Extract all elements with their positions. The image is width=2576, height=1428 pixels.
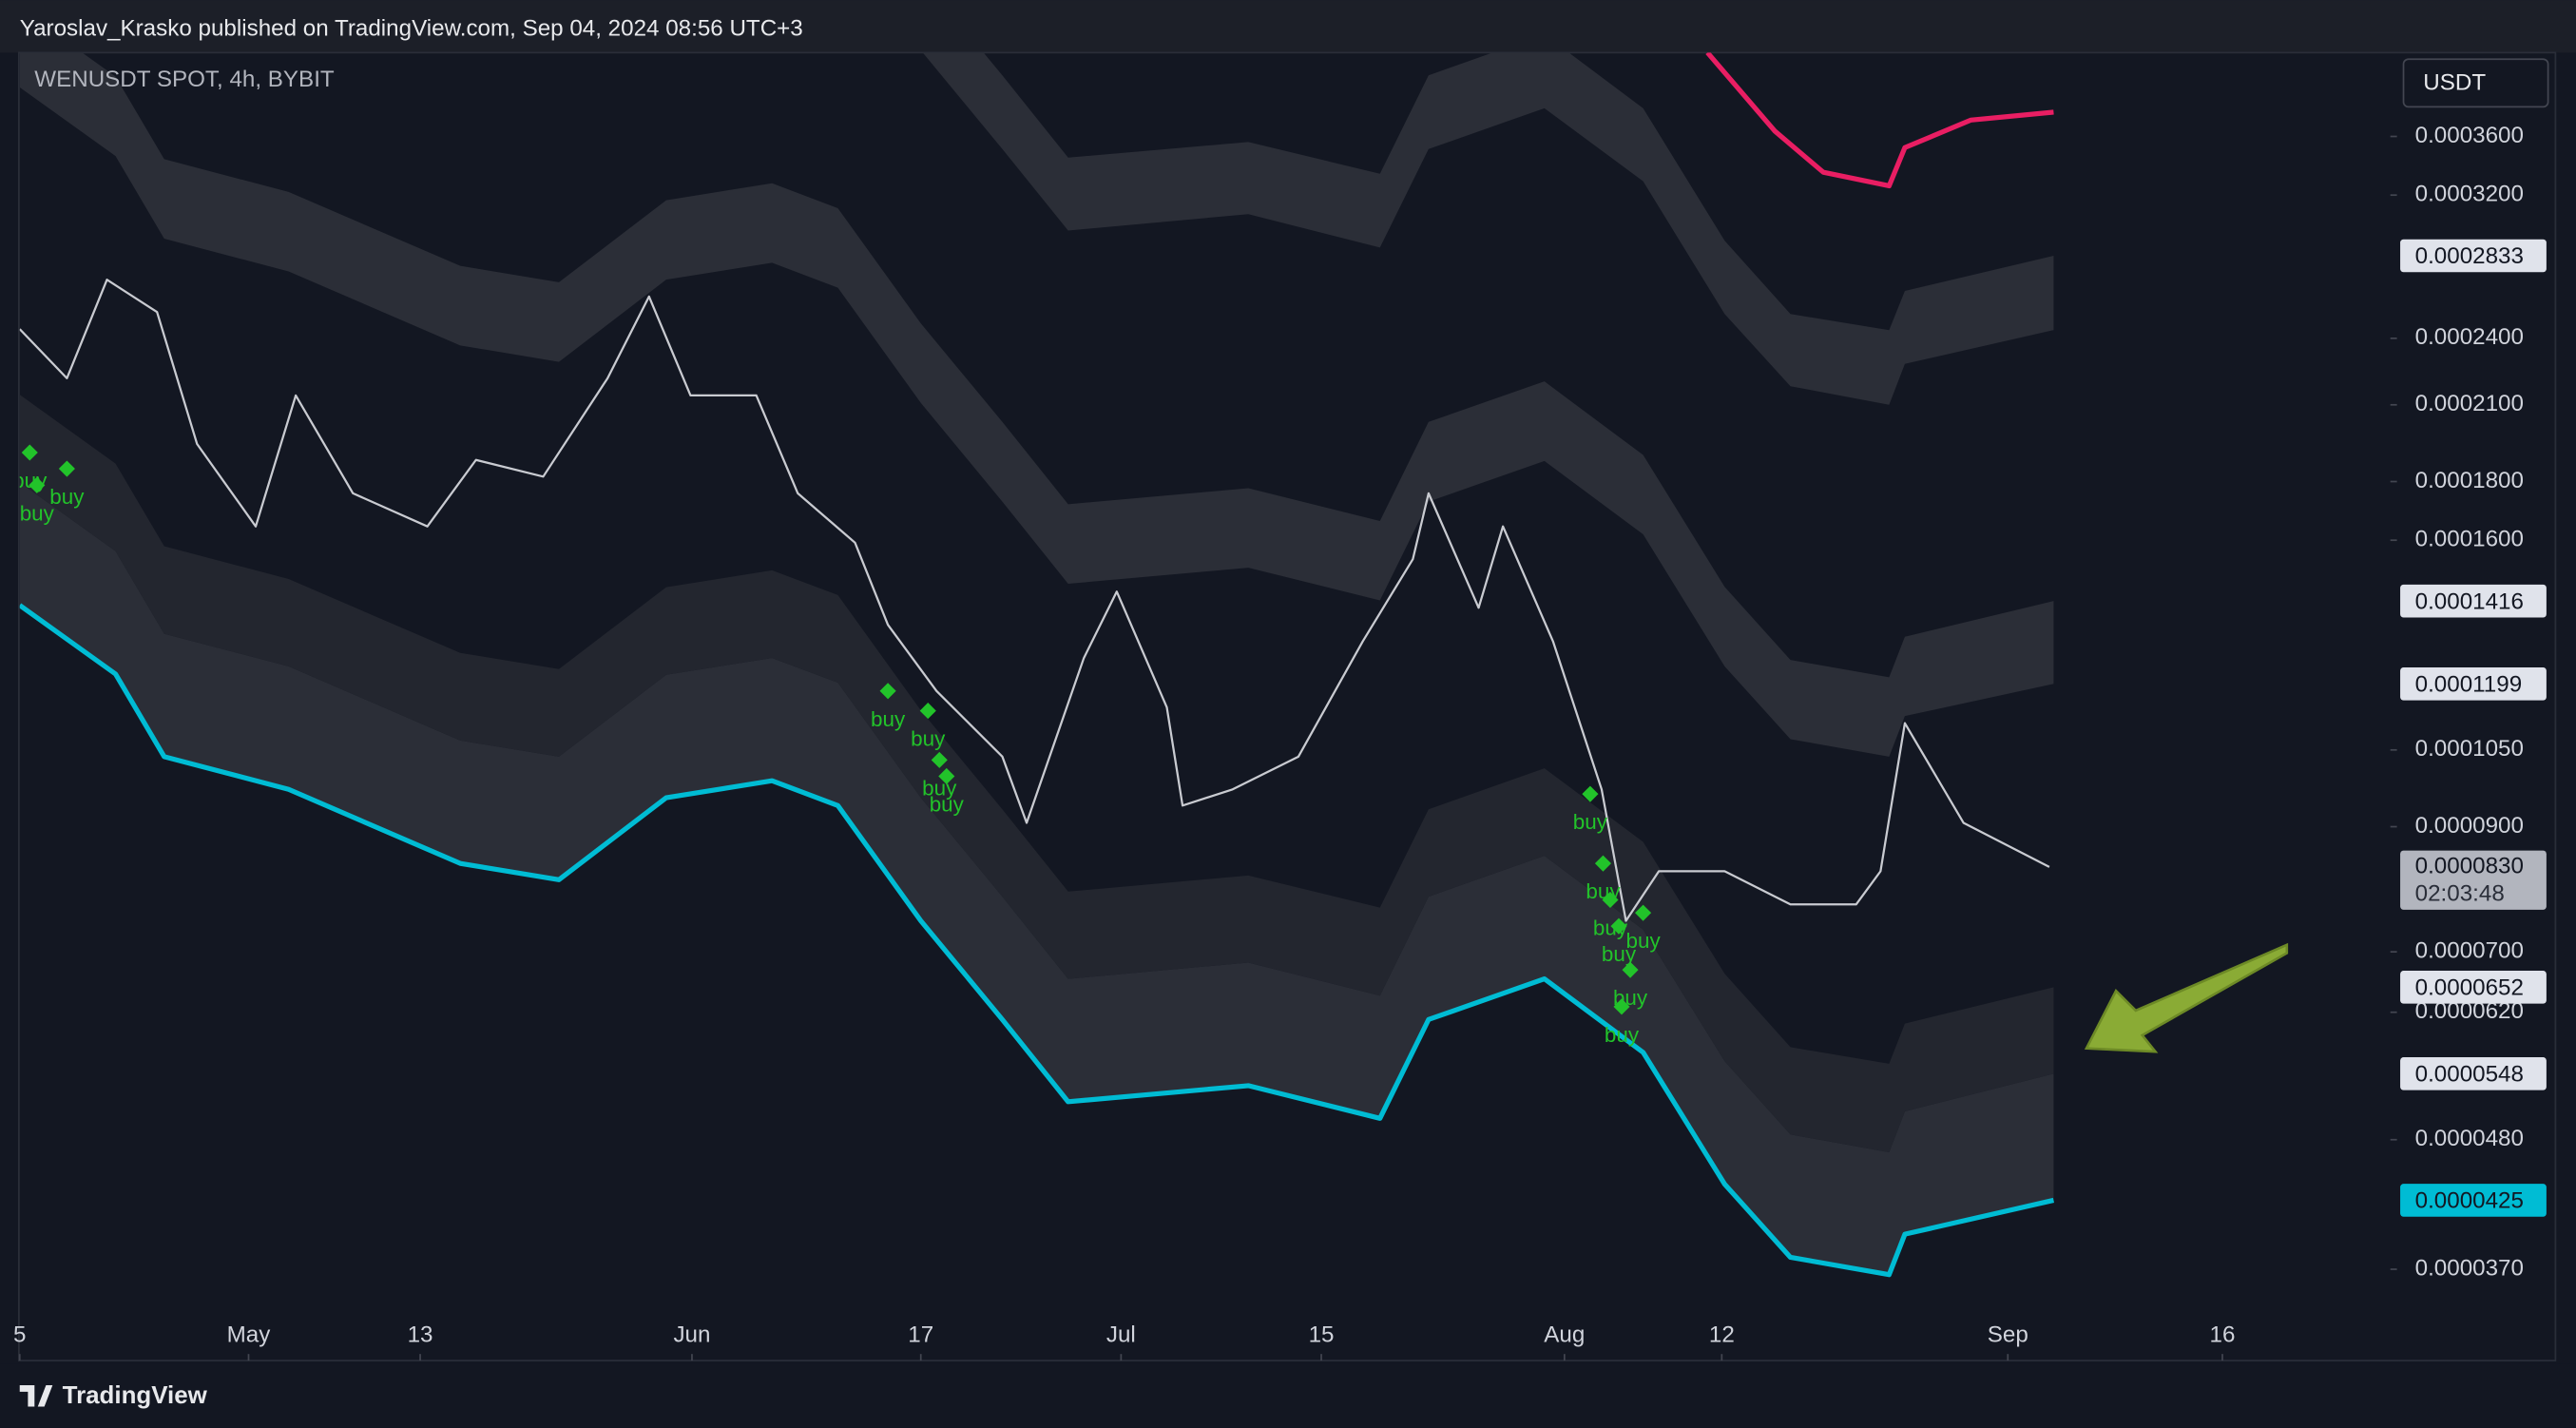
buy-signal <box>1635 904 1652 921</box>
buy-signal <box>879 683 896 700</box>
buy-signal <box>1582 785 1599 802</box>
buy-label: buy <box>911 727 946 751</box>
buy-signal <box>1602 891 1619 909</box>
buy-label: buy <box>20 501 55 525</box>
buy-label: buy <box>922 776 957 800</box>
x-tick-label: 13 <box>408 1322 433 1348</box>
chart-frame <box>18 51 2557 1361</box>
symbol-legend: WENUSDT SPOT, 4h, BYBIT <box>34 67 335 92</box>
price-tag-label: 0.0001199 <box>2415 671 2523 697</box>
band-line <box>19 603 2055 1278</box>
footer-bar <box>0 1363 2576 1428</box>
last-price-label: 0.0000830 <box>2415 853 2524 878</box>
y-tick-label: 0.0001050 <box>2415 736 2524 762</box>
price-tag <box>2400 584 2547 618</box>
buy-label: buy <box>1602 942 1637 966</box>
brand-name: TradingView <box>63 1382 208 1409</box>
brand-logo <box>19 1385 53 1407</box>
band-area <box>19 52 2054 757</box>
buy-label: buy <box>1605 1023 1640 1047</box>
y-tick-label: 0.0001800 <box>2415 468 2524 493</box>
price-line <box>19 279 2050 922</box>
price-tag <box>2400 667 2547 701</box>
buy-signal <box>1613 998 1630 1015</box>
band-area <box>922 52 2054 405</box>
price-tag <box>2400 971 2547 1004</box>
buy-signal <box>931 751 948 768</box>
buy-label: buy <box>930 792 965 816</box>
x-tick-label: 17 <box>908 1322 933 1348</box>
price-tag-label: 0.0002833 <box>2415 243 2524 269</box>
y-tick-label: 0.0000370 <box>2415 1255 2524 1281</box>
buy-label: buy <box>1573 810 1608 834</box>
currency-button[interactable] <box>2402 58 2549 108</box>
price-tag-label: 0.0001416 <box>2415 589 2524 614</box>
top-bar <box>0 0 2576 53</box>
band-tag <box>2400 1184 2547 1217</box>
price-tag <box>2400 1057 2547 1090</box>
x-tick-label: 12 <box>1709 1322 1735 1348</box>
x-tick-label: Jun <box>673 1322 710 1348</box>
band-area <box>19 482 2054 1275</box>
x-tick-label: Aug <box>1544 1322 1585 1348</box>
y-tick-label: 0.0002100 <box>2415 391 2524 416</box>
buy-signal <box>938 767 955 784</box>
x-tick-label: 5 <box>13 1322 26 1348</box>
y-tick-label: 0.0002400 <box>2415 324 2524 350</box>
x-tick-label: 15 <box>1309 1322 1335 1348</box>
y-tick-label: 0.0000900 <box>2415 813 2524 839</box>
x-tick-label: Sep <box>1988 1322 2028 1348</box>
y-tick-label: 0.0003600 <box>2415 123 2524 148</box>
y-tick-label: 0.0003200 <box>2415 182 2524 207</box>
currency-label[interactable]: USDT <box>2423 70 2486 96</box>
band-area <box>19 395 2054 1152</box>
x-tick-label: May <box>227 1322 272 1348</box>
buy-label: buy <box>49 485 85 509</box>
bar-countdown: 02:03:48 <box>2415 881 2505 907</box>
buy-label: buy <box>871 707 906 731</box>
band-tag-label: 0.0000425 <box>2415 1188 2524 1214</box>
buy-signal <box>1622 961 1639 978</box>
x-tick-label: 16 <box>2210 1322 2236 1348</box>
price-tag-label: 0.0000652 <box>2415 975 2524 1000</box>
annotation-arrow <box>2084 942 2289 1053</box>
buy-signal <box>1610 917 1627 935</box>
price-tag-label: 0.0000548 <box>2415 1061 2524 1087</box>
y-tick-label: 0.0000480 <box>2415 1126 2524 1151</box>
buy-label: buy <box>1625 929 1661 953</box>
price-tag <box>2400 239 2547 273</box>
upper-line <box>1705 52 2054 189</box>
plot-area: buybuybuybuybuybuybuybuybuybuybuybuybuyb… <box>19 52 2055 1278</box>
y-tick-label: 0.0000700 <box>2415 938 2524 964</box>
published-line: Yaroslav_Krasko published on TradingView… <box>20 16 803 42</box>
y-tick-label: 0.0001600 <box>2415 527 2524 552</box>
last-price-tag <box>2400 850 2547 910</box>
x-tick-label: Jul <box>1106 1322 1136 1348</box>
buy-signal <box>1594 855 1612 872</box>
